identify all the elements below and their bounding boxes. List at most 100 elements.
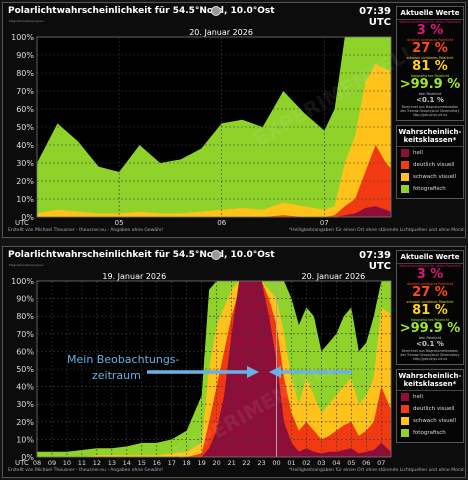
plot-frame <box>36 36 392 218</box>
legend-swatch <box>401 417 409 425</box>
legend-box: Wahrscheinlich- keitsklassen* hell deutlic… <box>396 369 464 443</box>
annotation-text: zeitraum <box>92 369 141 382</box>
y-tick-label: 40% <box>16 383 34 392</box>
legend-label: hell <box>413 150 423 156</box>
footer-left: Erstellt von Michael Theusner - theusner… <box>8 228 164 233</box>
current-value: 27 % <box>412 285 448 300</box>
magnetometer-strip: Magnetometergruppen <box>9 19 44 23</box>
legend-swatch <box>401 405 409 413</box>
panel-title: Polarlichtwahrscheinlichkeit für 54.5°No… <box>8 250 275 260</box>
series-area-fotografisch <box>37 37 391 217</box>
current-value-label: Wahrscheinlichkeit für helles Polarlicht <box>399 264 461 268</box>
y-tick-label: 40% <box>16 141 34 150</box>
panel-title: Polarlichtwahrscheinlichkeit für 54.5°No… <box>8 6 275 16</box>
legend-title: Wahrscheinlich- keitsklassen* <box>397 126 463 147</box>
current-value-label: schwach sichtbares Polarlicht <box>406 56 454 60</box>
x-tick-label: 08 <box>33 459 41 467</box>
chart-panel-top: Polarlichtwahrscheinlichkeit für 54.5°No… <box>2 2 466 238</box>
probability-chart-top: 0% 10% 20% 30% 40% 50% 60% 70% 80% 90% 100% 05 06 07 U… <box>11 28 392 227</box>
current-value-label: Wahrscheinlichkeit für helles Polarlicht <box>399 20 461 24</box>
legend-swatch <box>401 393 409 401</box>
legend-item: schwach visuell <box>397 415 463 427</box>
current-value-label: kein Polarlicht <box>418 336 442 340</box>
y-tick-label: 50% <box>16 123 34 132</box>
y-tick-label: 70% <box>16 330 34 339</box>
x-tick-label: 06 <box>362 459 370 467</box>
x-tick-label: 04 <box>332 459 340 467</box>
x-tick-label: 07 <box>320 219 329 227</box>
y-tick-label: 10% <box>16 435 34 444</box>
current-value: <0.1 % <box>416 96 444 104</box>
y-tick-label: 30% <box>16 400 34 409</box>
panel-time: 07:39 UTC <box>359 250 391 272</box>
moon-phase-icon <box>211 6 221 16</box>
x-tick-label: 05 <box>115 219 124 227</box>
x-tick-label: 02 <box>302 459 310 467</box>
legend-swatch <box>401 173 409 181</box>
legend-item: fotografisch <box>397 427 463 439</box>
x-tick-label: 23 <box>257 459 265 467</box>
legend-label: deutlich visuell <box>413 406 455 412</box>
y-tick-label: 60% <box>16 105 34 114</box>
current-values-box: Aktuelle Werte Wahrscheinlichkeit für hel… <box>396 250 464 365</box>
legend-label: deutlich visuell <box>413 162 455 168</box>
current-value: <0.1 % <box>416 340 444 348</box>
source-note: Berechnet aus Magnetometerdaten des Trom… <box>400 105 460 117</box>
x-tick-label: 19 <box>198 459 206 467</box>
current-value: 81 % <box>412 303 448 318</box>
source-note: Berechnet aus Magnetometerdaten des Trom… <box>400 349 460 361</box>
magnetometer-strip: Magnetometergruppen <box>9 263 44 267</box>
chart-panel-bottom: Polarlichtwahrscheinlichkeit für 54.5°No… <box>2 246 466 478</box>
footer-right: *Helligkeitsangaben für einen Ort ohne s… <box>288 228 465 233</box>
current-value: 3 % <box>416 23 444 38</box>
moon-phase-icon <box>211 250 221 260</box>
y-tick-label: 50% <box>16 365 34 374</box>
current-value-label: fotografisches Polarlicht <box>410 74 450 78</box>
x-tick-label: 03 <box>317 459 325 467</box>
date-label: 19. Januar 2026 <box>102 272 166 281</box>
y-tick-label: 0% <box>21 213 34 222</box>
legend-label: schwach visuell <box>413 174 457 180</box>
current-value-label: deutlich sichtbares Polarlicht <box>407 282 453 286</box>
legend-item: schwach visuell <box>397 171 463 183</box>
x-tick-label: 14 <box>123 459 131 467</box>
x-tick-label: 05 <box>347 459 355 467</box>
y-tick-label: 90% <box>16 295 34 304</box>
current-value-label: kein Polarlicht <box>418 92 442 96</box>
current-value-label: fotografisches Polarlicht <box>410 318 450 322</box>
y-tick-label: 70% <box>16 87 34 96</box>
series-area-hell <box>37 206 391 217</box>
series-area-deutlich-visuell <box>37 145 391 217</box>
sidebar-top: Aktuelle Werte Wahrscheinlichkeit für hel… <box>396 6 464 199</box>
x-tick-label: 10 <box>63 459 71 467</box>
current-value: >99.9 % <box>399 321 461 336</box>
y-tick-label: 30% <box>16 159 34 168</box>
current-values-title: Aktuelle Werte <box>397 251 463 264</box>
footer-right: *Helligkeitsangaben für einen Ort ohne s… <box>288 468 465 473</box>
probability-chart-bottom: 0% 10% 20% 30% 40% 50% 60% 70% 80% 90% 100% 08 09 10 1… <box>11 272 392 467</box>
current-value: >99.9 % <box>399 77 461 92</box>
current-values-box: Aktuelle Werte Wahrscheinlichkeit für hel… <box>396 6 464 121</box>
annotation-arrowhead <box>269 366 281 378</box>
x-tick-label: 15 <box>138 459 146 467</box>
legend-swatch <box>401 149 409 157</box>
current-values-title: Aktuelle Werte <box>397 7 463 20</box>
legend-item: hell <box>397 147 463 159</box>
x-tick-label: 00 <box>272 459 280 467</box>
y-tick-label: 60% <box>16 347 34 356</box>
x-tick-label: 07 <box>377 459 385 467</box>
x-tick-label: 12 <box>93 459 101 467</box>
x-tick-label: 09 <box>48 459 56 467</box>
y-tick-label: 80% <box>16 69 34 78</box>
x-tick-label: 13 <box>108 459 116 467</box>
current-value-label: deutlich sichtbares Polarlicht <box>407 38 453 42</box>
y-tick-label: 100% <box>11 33 34 42</box>
footer-left: Erstellt von Michael Theusner - theusner… <box>8 468 164 473</box>
y-tick-label: 90% <box>16 51 34 60</box>
x-tick-label: 22 <box>242 459 250 467</box>
legend-label: fotografisch <box>413 186 446 192</box>
x-tick-label: 06 <box>217 219 226 227</box>
legend-item: hell <box>397 391 463 403</box>
y-tick-label: 20% <box>16 177 34 186</box>
legend-item: fotografisch <box>397 183 463 195</box>
